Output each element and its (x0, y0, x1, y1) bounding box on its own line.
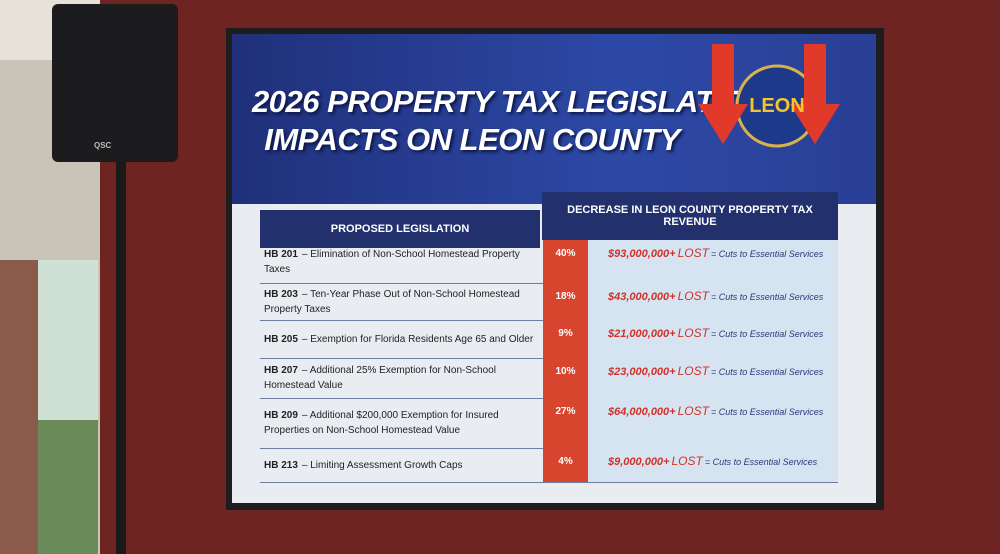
percent-cell: 4% (543, 448, 588, 482)
impact-cell: $23,000,000+ LOST = Cuts to Essential Serv… (588, 358, 838, 398)
logo: LEON (698, 44, 840, 148)
arrow (790, 44, 840, 144)
lost-label: LOST (677, 289, 709, 303)
lost-label: LOST (677, 246, 709, 260)
slide: 2026 PROPERTY TAX LEGISLATION IMPACTS ON… (232, 34, 876, 503)
trees (38, 420, 98, 554)
bill-number: HB 201 (264, 248, 298, 260)
legislation-text: HB 205– Exemption for Florida Residents … (264, 332, 533, 347)
title-line: IMPACTS ON LEON COUNTY (264, 122, 680, 157)
legislation-cell: HB 203– Ten-Year Phase Out of Non-School… (260, 283, 542, 320)
lost-label: LOST (677, 364, 709, 378)
lost-label: LOST (677, 326, 709, 340)
amount: $21,000,000+ (608, 328, 676, 340)
table-row: HB 213– Limiting Assessment Growth Caps 4… (260, 448, 838, 483)
header-cell: PROPOSED LEGISLATION (260, 210, 540, 248)
impact-cell: $64,000,000+ LOST = Cuts to Essential Serv… (588, 398, 838, 448)
speaker (52, 4, 178, 162)
bill-number: HB 207 (264, 365, 298, 376)
legislation-cell: HB 205– Exemption for Florida Residents … (260, 320, 542, 358)
impact-cell: $93,000,000+ LOST = Cuts to Essential Serv… (588, 240, 838, 283)
table-row: HB 209– Additional $200,000 Exemption fo… (260, 398, 838, 449)
amount: $9,000,000+ (608, 456, 670, 468)
note: = Cuts to Essential Services (710, 292, 824, 302)
brick (0, 260, 38, 554)
bill-description: – Exemption for Florida Residents Age 65… (301, 333, 534, 345)
speaker-stand (116, 150, 126, 554)
impact-cell: $9,000,000+ LOST = Cuts to Essential Servi… (588, 448, 838, 482)
table-row: HB 205– Exemption for Florida Residents … (260, 320, 838, 359)
percent-cell: 10% (543, 358, 588, 398)
legislation-text: HB 201– Elimination of Non-School Homest… (264, 247, 538, 277)
amount: $23,000,000+ (608, 366, 676, 378)
bill-description: – Ten-Year Phase Out of Non-School Homes… (264, 288, 520, 315)
note: = Cuts to Essential Services (710, 367, 824, 377)
legislation-cell: HB 207– Additional 25% Exemption for Non… (260, 358, 542, 398)
bill-number: HB 209 (264, 410, 298, 421)
legislation-cell: HB 209– Additional $200,000 Exemption fo… (260, 398, 542, 448)
percent-cell: 9% (543, 320, 588, 358)
legislation-text: HB 209– Additional $200,000 Exemption fo… (264, 408, 538, 438)
speaker-brand: QSC (94, 141, 112, 150)
table-row: HB 203– Ten-Year Phase Out of Non-School… (260, 283, 838, 321)
legislation-text: HB 203– Ten-Year Phase Out of Non-School… (264, 287, 538, 317)
legislation-cell: HB 213– Limiting Assessment Growth Caps (260, 448, 542, 482)
legislation-cell: HB 201– Elimination of Non-School Homest… (260, 240, 542, 283)
percent-cell: 27% (543, 398, 588, 448)
impact-cell: $21,000,000+ LOST = Cuts to Essential Serv… (588, 320, 838, 358)
table-row: HB 201– Elimination of Non-School Homest… (260, 240, 838, 284)
header-cell: DECREASE IN LEON COUNTY PROPERTY TAX REV… (542, 192, 838, 240)
amount: $93,000,000+ (608, 248, 676, 260)
bill-description: – Additional $200,000 Exemption for Insu… (264, 410, 499, 436)
percent-cell: 18% (543, 283, 588, 320)
percent-cell: 40% (543, 240, 588, 283)
legislation-text: HB 213– Limiting Assessment Growth Caps (264, 458, 463, 473)
bill-number: HB 213 (264, 459, 298, 471)
slide-banner: 2026 PROPERTY TAX LEGISLATION IMPACTS ON… (232, 34, 876, 204)
bill-number: HB 203 (264, 288, 298, 300)
bill-description: – Additional 25% Exemption for Non-Schoo… (264, 365, 496, 391)
impact-cell: $43,000,000+ LOST = Cuts to Essential Serv… (588, 283, 838, 320)
bill-number: HB 205 (264, 333, 298, 345)
bill-description: – Limiting Assessment Growth Caps (301, 459, 463, 471)
bill-description: – Elimination of Non-School Homestead Pr… (264, 248, 520, 275)
lost-label: LOST (677, 404, 709, 418)
table-row: HB 207– Additional 25% Exemption for Non… (260, 358, 838, 399)
note: = Cuts to Essential Services (710, 329, 824, 339)
logo-text: LEON (749, 95, 805, 117)
title-line: 2026 PROPERTY TAX LEGISLATION (252, 84, 768, 119)
note: = Cuts to Essential Services (704, 457, 818, 467)
amount: $43,000,000+ (608, 291, 676, 303)
lost-label: LOST (671, 454, 703, 468)
note: = Cuts to Essential Services (710, 407, 824, 417)
legislation-text: HB 207– Additional 25% Exemption for Non… (264, 363, 538, 393)
amount: $64,000,000+ (608, 406, 676, 418)
note: = Cuts to Essential Services (710, 249, 824, 259)
arrow (698, 44, 748, 144)
